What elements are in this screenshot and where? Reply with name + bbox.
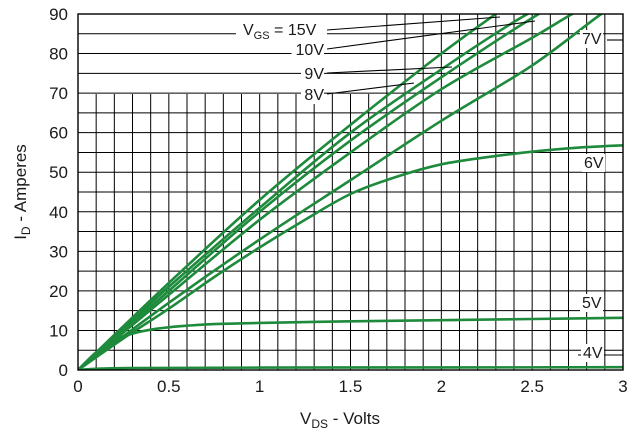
curve-label-4v: 4V [583, 345, 603, 362]
x-tick-label: 1.5 [339, 377, 363, 396]
y-tick-label: 60 [49, 124, 68, 143]
series-line-10v [78, 14, 531, 370]
series-line-6v [78, 144, 623, 370]
curve-label-6v: 6V [584, 155, 604, 172]
curve-label-7v: 7V [582, 31, 602, 48]
y-tick-label: 20 [49, 282, 68, 301]
y-tick-label: 90 [49, 5, 68, 24]
label-background [301, 65, 324, 83]
y-axis-title: ID - Amperes [11, 144, 33, 240]
curve-label-15v: VGS = 15V [243, 22, 317, 42]
y-tick-label: 30 [49, 242, 68, 261]
curve-label-10v: 10V [296, 42, 325, 59]
label-background [582, 154, 605, 172]
curves [78, 14, 623, 370]
plot-frame [77, 13, 624, 371]
x-tick-label: 3 [618, 377, 627, 396]
label-background [581, 344, 604, 362]
leader-line [326, 82, 415, 95]
label-background [580, 30, 603, 48]
x-tick-label: 2.5 [520, 377, 544, 396]
leader-line [326, 66, 453, 74]
label-background [236, 18, 327, 38]
series-line-4v [78, 365, 623, 370]
curve-label-5v: 5V [582, 295, 602, 312]
y-tick-label: 50 [49, 163, 68, 182]
x-tick-label: 1 [255, 377, 264, 396]
curve-label-9v: 9V [304, 66, 324, 83]
series-line-8v [78, 14, 575, 370]
label-background [291, 41, 324, 59]
x-axis-title: VDS - Volts [300, 409, 380, 431]
series-line-5v [78, 316, 623, 370]
series-line-7v [78, 14, 604, 370]
label-background [301, 86, 324, 104]
y-tick-labels: 0 10 20 30 40 50 60 70 80 90 [49, 5, 68, 380]
x-tick-label: 0 [73, 377, 82, 396]
x-tick-label: 0.5 [157, 377, 181, 396]
label-background [580, 294, 603, 312]
series-line-15v [78, 14, 499, 370]
y-tick-label: 70 [49, 84, 68, 103]
y-tick-label: 10 [49, 321, 68, 340]
y-tick-label: 0 [59, 361, 68, 380]
y-tick-label: 40 [49, 203, 68, 222]
y-tick-label: 80 [49, 45, 68, 64]
x-tick-labels: 0 0.5 1 1.5 2 2.5 3 [73, 377, 627, 396]
series-line-9v [78, 14, 542, 370]
curve-label-8v: 8V [304, 87, 324, 104]
label-leaders [326, 16, 623, 356]
leader-line [326, 20, 536, 50]
x-tick-label: 2 [437, 377, 446, 396]
leader-line [326, 16, 501, 31]
